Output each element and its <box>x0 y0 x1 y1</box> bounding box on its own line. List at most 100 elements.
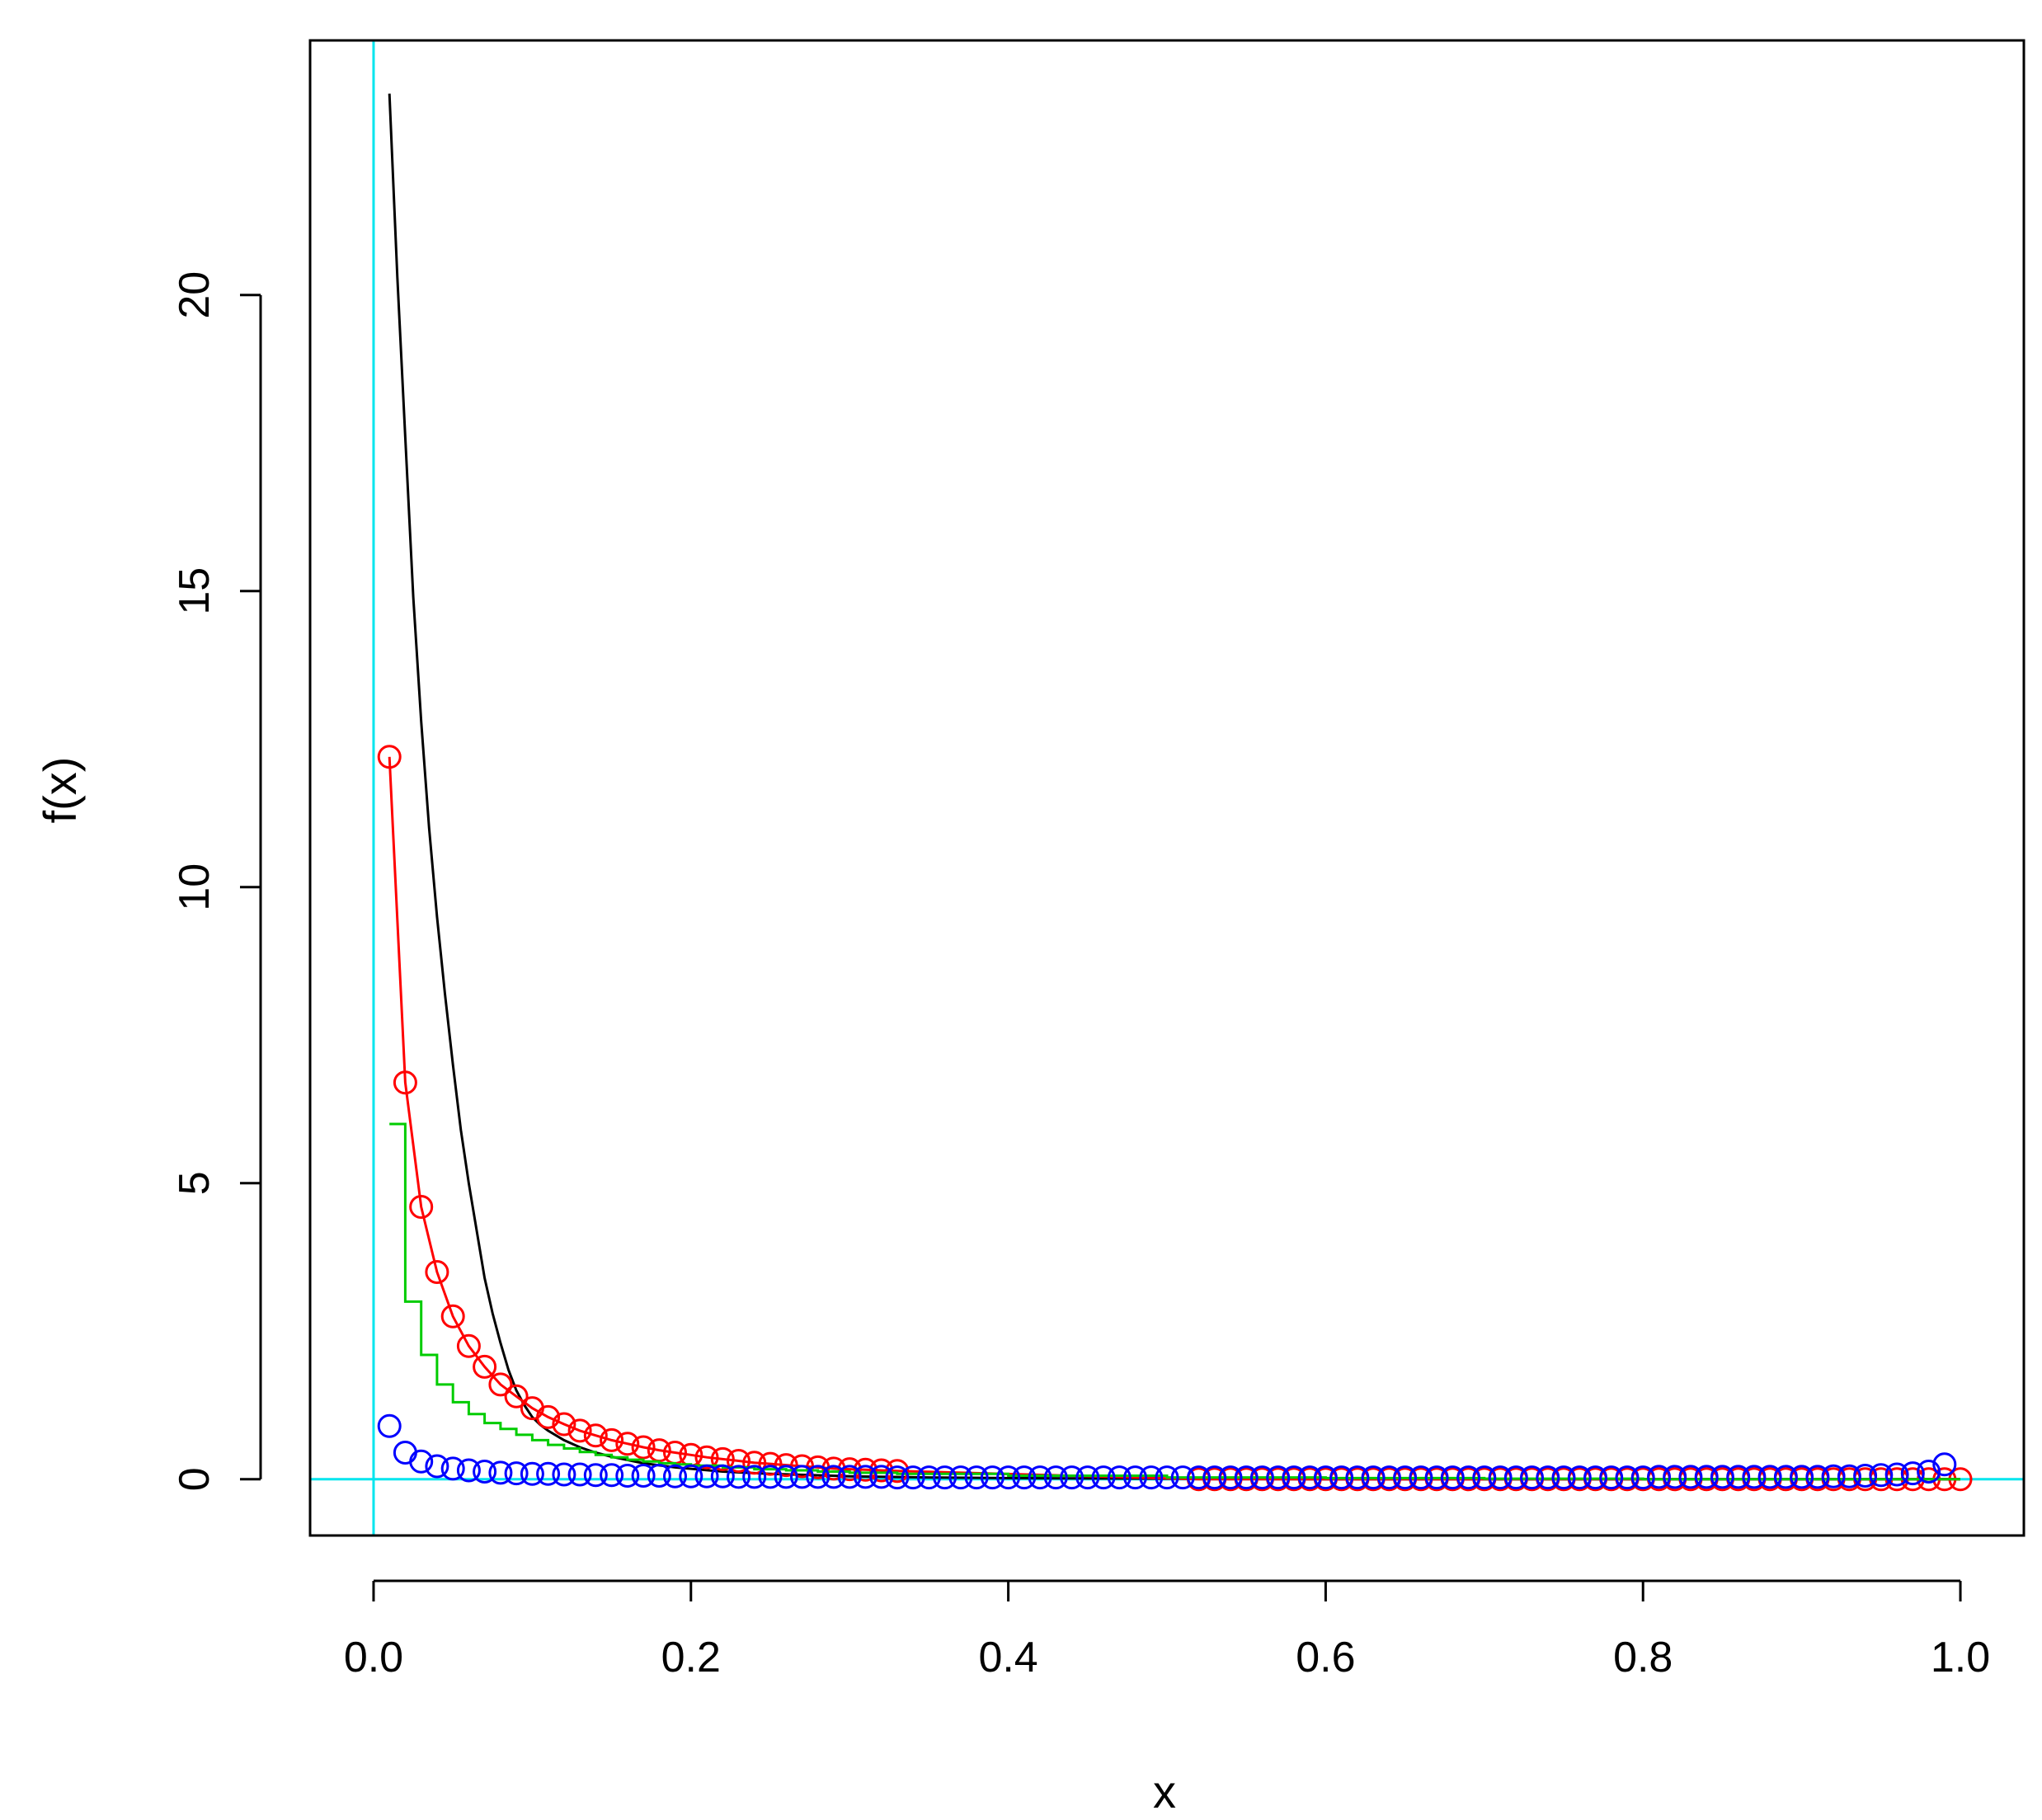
series-0 <box>388 93 1960 1481</box>
data-point <box>1234 1465 1259 1490</box>
data-point <box>679 1464 703 1488</box>
data-point <box>996 1465 1021 1490</box>
data-point <box>1218 1465 1243 1490</box>
data-point <box>631 1464 656 1488</box>
data-point <box>1773 1465 1798 1489</box>
data-point <box>1694 1465 1719 1489</box>
data-point <box>567 1462 592 1487</box>
data-point <box>615 1464 640 1488</box>
data-point <box>1710 1465 1734 1489</box>
data-point <box>1488 1465 1513 1490</box>
data-point <box>1107 1465 1132 1490</box>
data-point <box>1187 1465 1211 1490</box>
data-point <box>1440 1465 1465 1490</box>
data-point <box>1393 1465 1418 1490</box>
data-point <box>1742 1465 1767 1489</box>
data-point <box>1790 1465 1814 1489</box>
data-point <box>377 1413 402 1438</box>
data-point <box>742 1451 767 1475</box>
series-line <box>388 93 1960 1481</box>
data-point <box>536 1404 561 1429</box>
data-point <box>1282 1465 1306 1490</box>
data-point <box>488 1372 513 1397</box>
data-point <box>583 1463 608 1488</box>
plot-frame <box>308 39 2026 1537</box>
y-tick-label: 0 <box>171 1467 219 1491</box>
data-point <box>1329 1465 1354 1490</box>
data-point <box>1472 1465 1497 1490</box>
data-point <box>1567 1465 1592 1490</box>
data-point <box>1630 1465 1655 1490</box>
data-point <box>869 1465 894 1489</box>
data-point <box>853 1457 877 1482</box>
data-point <box>806 1465 830 1489</box>
y-axis: 0 5 10 15 20 <box>171 271 262 1491</box>
data-point <box>727 1449 750 1473</box>
data-point <box>1647 1465 1671 1489</box>
data-point <box>1917 1460 1941 1484</box>
data-point <box>1900 1461 1925 1486</box>
x-axis: 0.0 0.2 0.4 0.6 0.8 1.0 <box>344 1579 1990 1681</box>
data-point <box>1884 1462 1909 1487</box>
data-point <box>980 1465 1005 1490</box>
data-point <box>1821 1464 1846 1488</box>
data-point <box>1139 1465 1164 1490</box>
data-point <box>425 1260 449 1284</box>
data-point <box>1503 1465 1528 1490</box>
data-point <box>758 1465 783 1489</box>
data-point <box>774 1465 798 1489</box>
data-point <box>1837 1464 1861 1488</box>
data-point <box>774 1453 798 1478</box>
data-point <box>583 1423 608 1448</box>
data-point <box>552 1462 576 1487</box>
data-point <box>869 1458 894 1483</box>
data-point <box>1726 1465 1751 1489</box>
x-tick-label: 1.0 <box>1931 1634 1990 1681</box>
y-tick-label: 5 <box>171 1171 219 1195</box>
data-point <box>710 1464 735 1488</box>
data-point <box>600 1463 624 1488</box>
data-point <box>837 1465 862 1489</box>
data-point <box>758 1451 783 1476</box>
x-tick-label: 0.0 <box>344 1634 403 1681</box>
x-tick-label: 0.6 <box>1296 1634 1355 1681</box>
data-point <box>1409 1465 1433 1490</box>
x-tick-label: 0.4 <box>978 1634 1037 1681</box>
data-point <box>536 1461 561 1486</box>
data-point <box>885 1465 910 1490</box>
data-point <box>473 1354 497 1379</box>
y-axis-label: f(x) <box>34 757 86 824</box>
data-point <box>916 1465 941 1490</box>
data-point <box>885 1459 910 1484</box>
data-point <box>1424 1465 1449 1490</box>
data-point <box>1249 1465 1274 1490</box>
data-point <box>1170 1465 1195 1490</box>
data-point <box>600 1427 624 1452</box>
data-point <box>837 1457 862 1482</box>
data-point <box>1043 1465 1068 1490</box>
data-point <box>1313 1465 1338 1490</box>
data-point <box>933 1465 957 1490</box>
data-point <box>1155 1465 1179 1490</box>
data-point <box>1678 1465 1703 1489</box>
y-tick-label: 20 <box>171 271 219 319</box>
data-point <box>488 1460 513 1485</box>
data-point <box>615 1432 640 1456</box>
data-point <box>631 1435 656 1460</box>
data-point <box>1853 1464 1878 1488</box>
y-tick-label: 15 <box>171 567 219 615</box>
data-point <box>1932 1452 1957 1477</box>
data-point <box>1456 1465 1481 1490</box>
data-point <box>790 1465 814 1489</box>
data-point <box>1376 1465 1401 1490</box>
data-point <box>1012 1465 1037 1490</box>
data-point <box>393 1070 417 1095</box>
data-point <box>1757 1465 1782 1489</box>
series-step-line <box>389 1122 1960 1481</box>
data-point <box>440 1304 465 1329</box>
data-point <box>1551 1465 1576 1490</box>
data-point <box>1805 1465 1830 1489</box>
data-point <box>1663 1465 1687 1489</box>
data-point <box>504 1384 529 1409</box>
data-point <box>1520 1465 1544 1490</box>
